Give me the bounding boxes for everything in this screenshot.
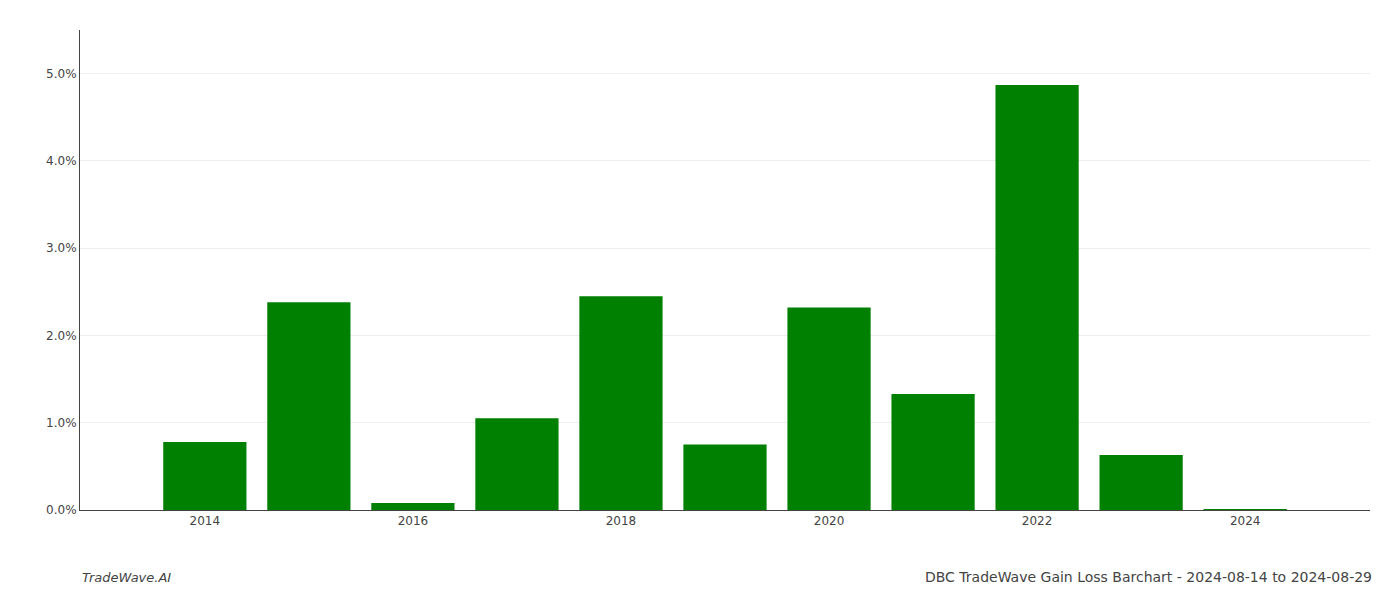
svg-text:2018: 2018 [606,514,637,528]
svg-text:2.0%: 2.0% [46,329,77,343]
svg-text:TradeWave.AI: TradeWave.AI [82,570,171,585]
svg-text:5.0%: 5.0% [46,67,77,81]
svg-text:0.0%: 0.0% [46,503,77,517]
svg-text:2024: 2024 [1230,514,1261,528]
svg-text:2014: 2014 [190,514,221,528]
svg-text:DBC TradeWave Gain Loss Barcha: DBC TradeWave Gain Loss Barchart - 2024-… [925,569,1372,585]
svg-text:2022: 2022 [1022,514,1053,528]
svg-text:2016: 2016 [398,514,429,528]
svg-text:1.0%: 1.0% [46,416,77,430]
svg-text:3.0%: 3.0% [46,241,77,255]
svg-text:4.0%: 4.0% [46,154,77,168]
svg-text:2020: 2020 [814,514,845,528]
